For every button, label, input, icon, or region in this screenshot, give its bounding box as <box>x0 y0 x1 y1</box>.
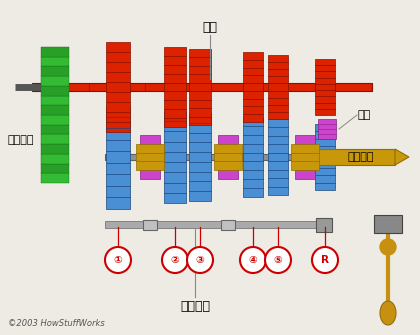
Bar <box>41 173 69 183</box>
Bar <box>315 124 335 190</box>
Text: 自发动机: 自发动机 <box>8 135 34 145</box>
Bar <box>316 218 332 232</box>
Bar <box>41 125 69 134</box>
Circle shape <box>312 247 338 273</box>
Bar <box>106 42 130 132</box>
Text: 惰轮: 惰轮 <box>358 110 371 120</box>
Bar <box>136 144 164 170</box>
Text: 至差速器: 至差速器 <box>348 152 375 162</box>
Bar <box>315 149 395 165</box>
Bar <box>105 154 330 160</box>
Bar <box>41 163 69 173</box>
Bar <box>41 115 69 125</box>
Bar <box>295 135 315 179</box>
Bar <box>41 76 69 86</box>
Circle shape <box>162 247 188 273</box>
Polygon shape <box>395 149 409 165</box>
Bar <box>243 117 263 197</box>
Text: ③: ③ <box>196 255 205 265</box>
Bar <box>41 144 69 154</box>
Text: ④: ④ <box>249 255 257 265</box>
Text: 副轴: 副轴 <box>202 20 218 34</box>
Bar <box>41 86 69 95</box>
Text: ⑤: ⑤ <box>273 255 282 265</box>
Bar <box>218 135 238 179</box>
Bar <box>41 105 69 115</box>
Circle shape <box>105 247 131 273</box>
Bar <box>164 111 186 203</box>
Bar <box>268 119 288 195</box>
Bar <box>41 47 69 57</box>
Bar <box>221 220 235 230</box>
Bar <box>41 66 69 76</box>
Bar <box>41 95 69 105</box>
Bar <box>164 47 186 127</box>
Bar <box>189 113 211 201</box>
Circle shape <box>380 239 396 255</box>
Bar <box>41 57 69 66</box>
Bar <box>268 55 288 119</box>
Bar <box>374 215 402 233</box>
Bar <box>140 135 160 179</box>
Text: 换挡拨叉: 换挡拨叉 <box>180 300 210 314</box>
Bar <box>41 154 69 163</box>
Text: R: R <box>321 255 329 265</box>
Bar <box>315 59 335 115</box>
Bar <box>291 144 319 170</box>
Text: ②: ② <box>171 255 179 265</box>
Bar <box>143 220 157 230</box>
Bar <box>41 134 69 144</box>
Circle shape <box>187 247 213 273</box>
Circle shape <box>240 247 266 273</box>
Bar <box>105 221 330 228</box>
Circle shape <box>265 247 291 273</box>
Text: ©2003 HowStuffWorks: ©2003 HowStuffWorks <box>8 319 105 328</box>
Bar <box>106 105 130 209</box>
Bar <box>318 119 336 139</box>
Text: ①: ① <box>114 255 122 265</box>
Ellipse shape <box>380 301 396 325</box>
Bar <box>214 144 242 170</box>
Bar <box>243 52 263 122</box>
Bar <box>32 83 372 91</box>
Bar <box>189 49 211 125</box>
